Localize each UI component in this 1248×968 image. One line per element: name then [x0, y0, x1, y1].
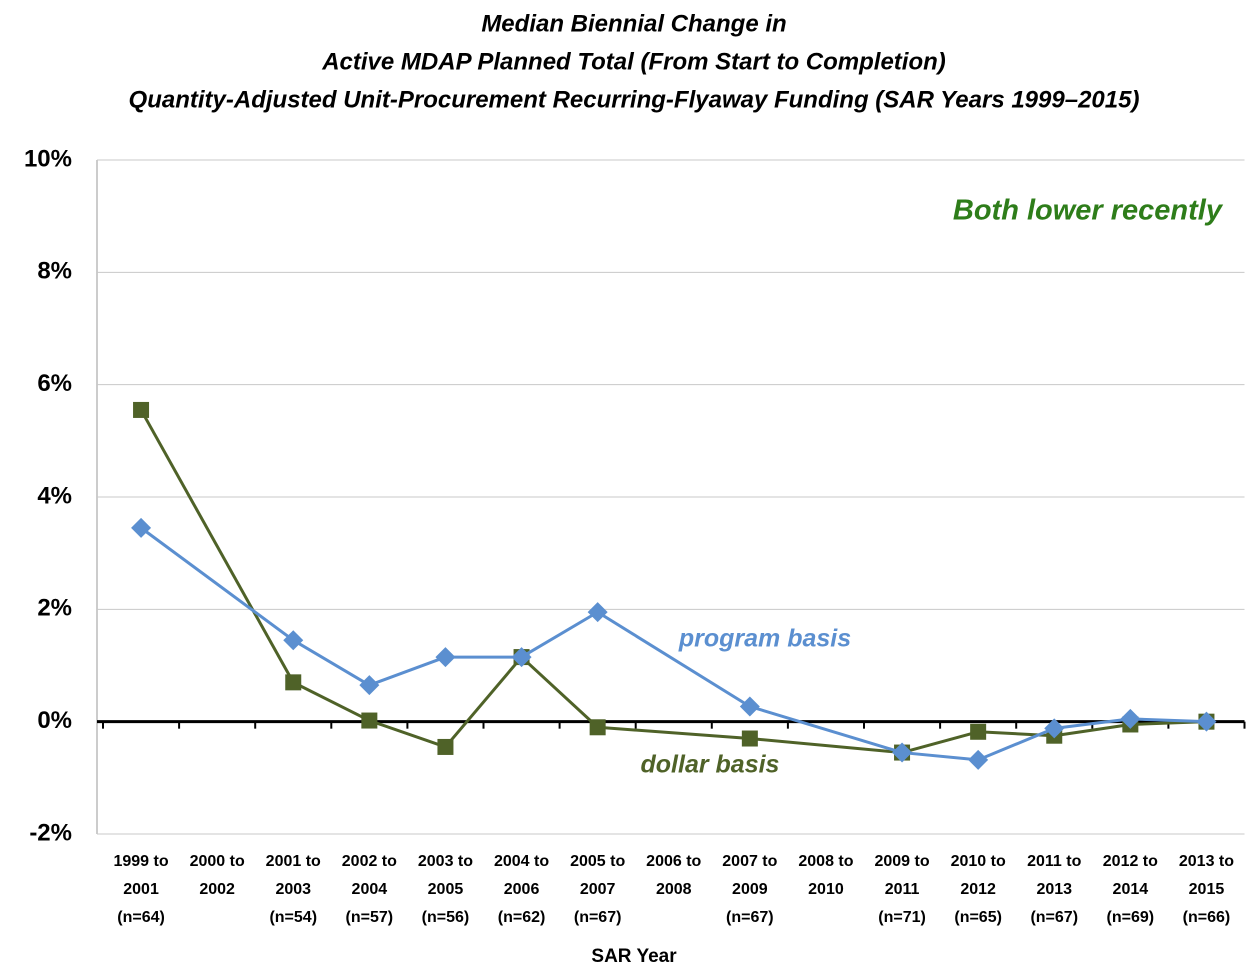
- marker: [741, 730, 758, 747]
- x-tick-label: 2003 to: [418, 853, 473, 870]
- x-tick-label: 1999 to: [113, 853, 168, 870]
- x-tick-label: (n=54): [269, 909, 317, 926]
- line-segment: [520, 655, 599, 729]
- marker: [359, 675, 380, 696]
- x-tick-label: 2008 to: [798, 853, 853, 870]
- y-tick-label: -2%: [29, 819, 72, 846]
- line-segment: [368, 719, 446, 749]
- x-tick-label: (n=62): [498, 909, 546, 926]
- series-label: program basis: [678, 625, 851, 653]
- marker: [739, 696, 760, 717]
- marker: [437, 738, 454, 755]
- x-tick-label: (n=65): [954, 909, 1002, 926]
- marker: [587, 602, 608, 623]
- x-tick-label: 2010: [808, 881, 844, 898]
- x-tick-label: (n=57): [346, 909, 394, 926]
- chart-title: Median Biennial Change in: [481, 10, 786, 37]
- line-segment: [901, 730, 979, 755]
- marker: [589, 719, 606, 736]
- x-tick-label: 2001 to: [266, 853, 321, 870]
- marker: [133, 401, 150, 418]
- line-segment: [520, 610, 599, 659]
- x-tick-label: 2011: [885, 881, 920, 898]
- marker: [1196, 711, 1217, 732]
- x-tick-label: 2009 to: [874, 853, 929, 870]
- y-tick-label: 8%: [37, 258, 72, 285]
- x-tick-label: 2004: [352, 881, 388, 898]
- x-tick-label: (n=67): [726, 909, 774, 926]
- x-tick-label: 2007 to: [722, 853, 777, 870]
- marker: [285, 674, 302, 691]
- x-tick-label: 2009: [732, 881, 768, 898]
- line-segment: [140, 526, 295, 642]
- x-tick-label: (n=67): [574, 909, 622, 926]
- line-segment: [139, 409, 295, 684]
- line-segment: [444, 656, 523, 748]
- marker: [511, 647, 532, 668]
- line-segment: [901, 751, 979, 762]
- x-tick-label: (n=66): [1183, 909, 1231, 926]
- marker: [361, 712, 378, 729]
- x-tick-label: 2004 to: [494, 853, 549, 870]
- x-tick-label: 2015: [1189, 881, 1225, 898]
- marker: [131, 517, 152, 538]
- x-tick-label: 2005: [428, 881, 464, 898]
- x-tick-label: 2006 to: [646, 853, 701, 870]
- x-tick-label: 2002 to: [342, 853, 397, 870]
- marker: [892, 742, 913, 763]
- y-tick-label: 10%: [24, 145, 72, 172]
- chart-title: Active MDAP Planned Total (From Start to…: [321, 48, 946, 75]
- line-segment: [368, 655, 446, 687]
- y-tick-label: 0%: [37, 707, 72, 734]
- marker: [1120, 708, 1141, 729]
- x-tick-label: 2005 to: [570, 853, 625, 870]
- x-tick-label: (n=67): [1030, 909, 1078, 926]
- y-tick-label: 2%: [37, 595, 72, 622]
- x-tick-label: (n=56): [422, 909, 470, 926]
- x-tick-label: 2012: [960, 881, 996, 898]
- annotation: Both lower recently: [953, 195, 1224, 227]
- y-tick-label: 6%: [37, 370, 72, 397]
- line-segment: [597, 725, 750, 741]
- x-tick-label: 2012 to: [1103, 853, 1158, 870]
- line-segment: [1054, 722, 1131, 738]
- x-tick-label: 2001: [123, 881, 159, 898]
- line-segment: [596, 610, 751, 708]
- x-tick-label: 2002: [199, 881, 235, 898]
- line-segment: [749, 705, 903, 754]
- chart-title: Quantity-Adjusted Unit-Procurement Recur…: [129, 86, 1140, 113]
- line-segment: [749, 737, 903, 755]
- line-segment: [977, 727, 1055, 762]
- line-segment: [1130, 717, 1207, 724]
- marker: [283, 630, 304, 651]
- line-segment: [1054, 717, 1131, 730]
- line-segment: [292, 681, 371, 722]
- series-label: dollar basis: [641, 751, 780, 779]
- marker: [968, 749, 989, 770]
- x-tick-label: 2014: [1113, 881, 1149, 898]
- x-tick-label: 2010 to: [951, 853, 1006, 870]
- x-tick-label: (n=69): [1107, 909, 1155, 926]
- marker: [435, 647, 456, 668]
- x-tick-label: 2006: [504, 881, 540, 898]
- x-tick-label: 2003: [275, 881, 311, 898]
- x-tick-label: (n=64): [117, 909, 165, 926]
- x-tick-label: 2007: [580, 881, 616, 898]
- x-tick-label: (n=71): [878, 909, 926, 926]
- x-tick-label: 2013: [1036, 881, 1072, 898]
- x-tick-label: 2008: [656, 881, 692, 898]
- marker: [970, 723, 987, 740]
- y-tick-label: 4%: [37, 482, 72, 509]
- x-tick-label: 2013 to: [1179, 853, 1234, 870]
- x-tick-label: 2011 to: [1027, 853, 1081, 870]
- line-segment: [292, 638, 371, 687]
- x-axis-label: SAR Year: [591, 946, 677, 967]
- x-tick-label: 2000 to: [190, 853, 245, 870]
- marker: [1044, 718, 1065, 739]
